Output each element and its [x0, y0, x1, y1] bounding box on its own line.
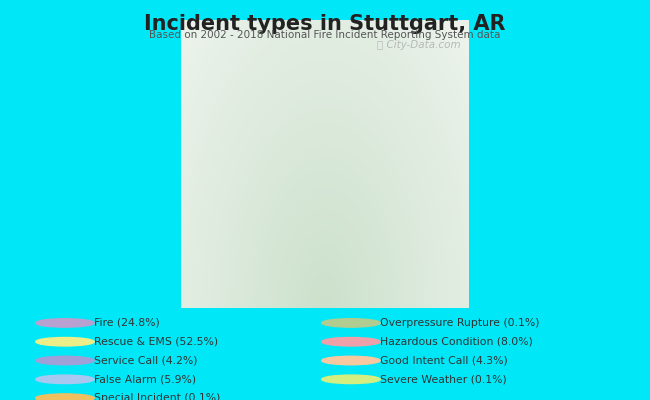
Text: Incident types in Stuttgart, AR: Incident types in Stuttgart, AR — [144, 14, 506, 34]
Text: Rescue & EMS (52.5%): Rescue & EMS (52.5%) — [94, 337, 218, 347]
Circle shape — [36, 375, 94, 384]
Text: ⓘ City-Data.com: ⓘ City-Data.com — [377, 40, 460, 50]
Text: Good Intent Call (4.3%): Good Intent Call (4.3%) — [380, 356, 508, 366]
Circle shape — [322, 319, 380, 327]
Text: Hazardous Condition (8.0%): Hazardous Condition (8.0%) — [380, 337, 533, 347]
Circle shape — [322, 338, 380, 346]
Wedge shape — [474, 12, 561, 13]
Text: False Alarm (5.9%): False Alarm (5.9%) — [94, 374, 196, 384]
Wedge shape — [89, 0, 218, 14]
Circle shape — [36, 319, 94, 327]
Wedge shape — [474, 13, 561, 14]
Circle shape — [36, 394, 94, 400]
Wedge shape — [472, 0, 561, 13]
Circle shape — [322, 375, 380, 384]
Circle shape — [36, 338, 94, 346]
Text: Fire (24.8%): Fire (24.8%) — [94, 318, 160, 328]
Text: Overpressure Rupture (0.1%): Overpressure Rupture (0.1%) — [380, 318, 540, 328]
Circle shape — [36, 356, 94, 365]
Circle shape — [322, 356, 380, 365]
Text: Special Incident (0.1%): Special Incident (0.1%) — [94, 393, 220, 400]
Text: Based on 2002 - 2018 National Fire Incident Reporting System data: Based on 2002 - 2018 National Fire Incid… — [150, 30, 500, 40]
Text: Service Call (4.2%): Service Call (4.2%) — [94, 356, 198, 366]
Text: Severe Weather (0.1%): Severe Weather (0.1%) — [380, 374, 507, 384]
